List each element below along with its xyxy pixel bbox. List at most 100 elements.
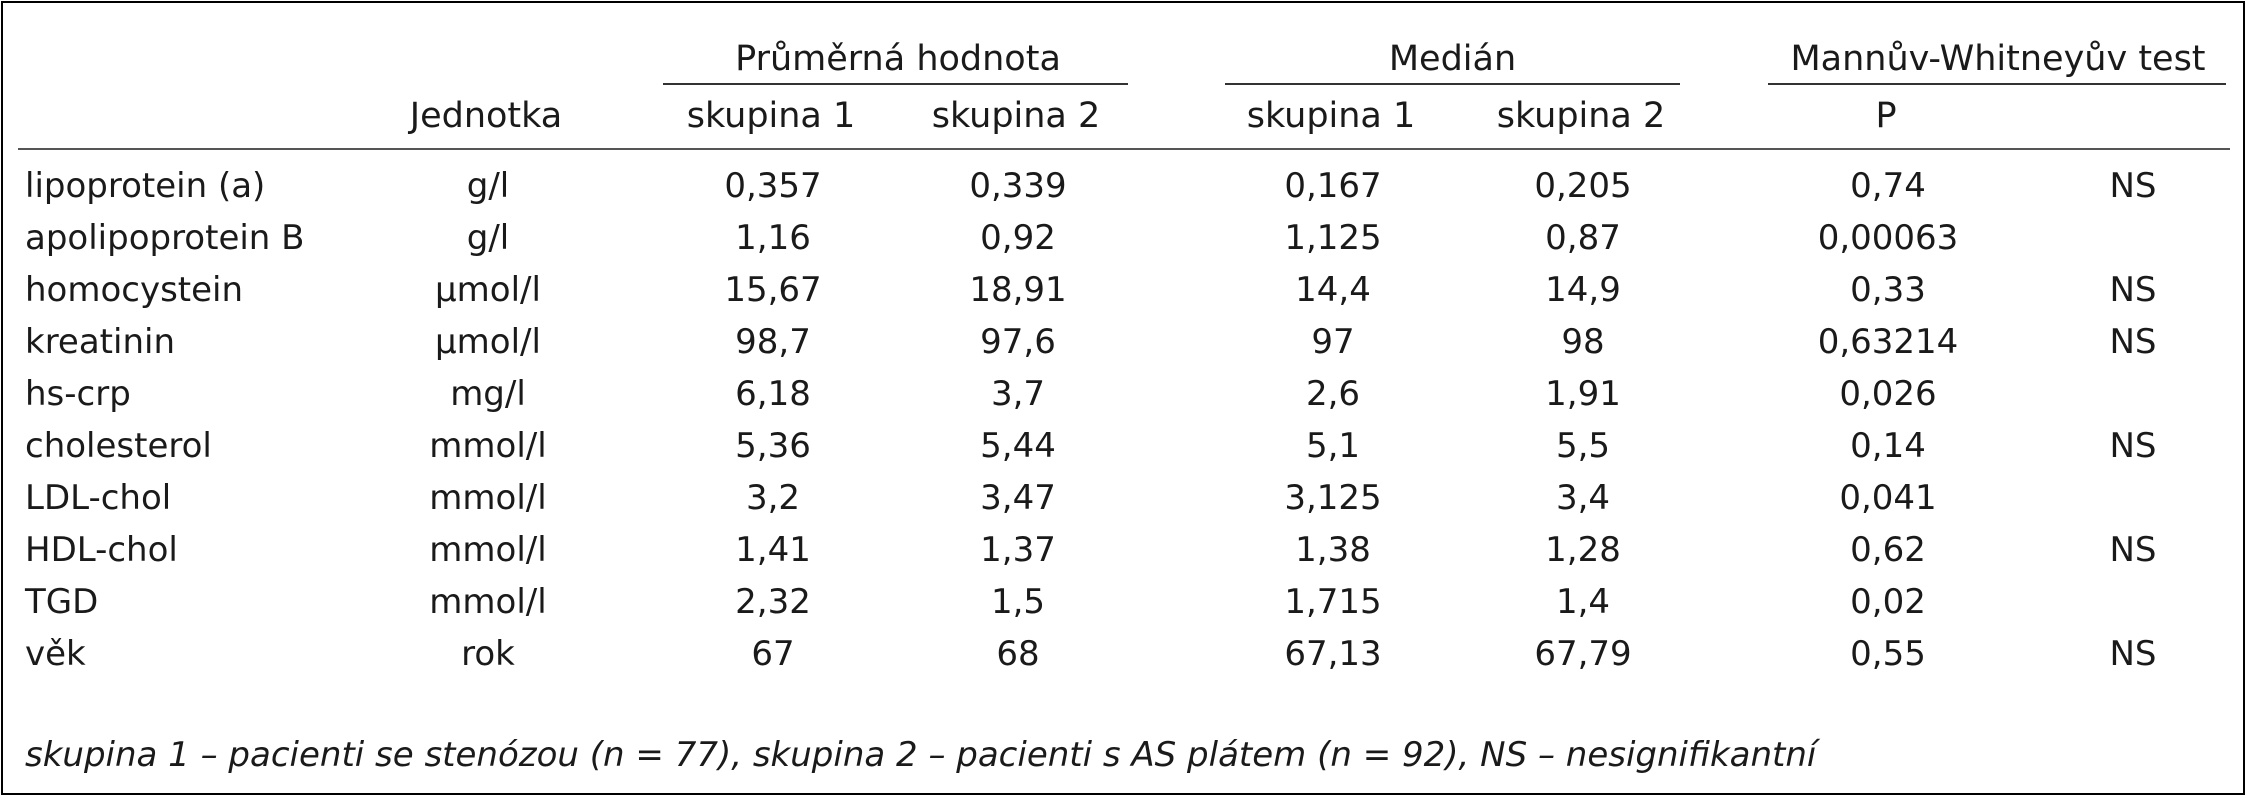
group-header-test: Mannův-Whitneyův test (1790, 39, 2206, 79)
table-row: kreatinin μmol/l 98,7 97,6 97 98 0,63214… (3, 316, 2250, 368)
table-row: apolipoprotein B g/l 1,16 0,92 1,125 0,8… (3, 212, 2250, 264)
median-group1-cell: 14,4 (1295, 270, 1371, 310)
mean-group2-cell: 3,7 (990, 374, 1046, 414)
table-row: věk rok 67 68 67,13 67,79 0,55 NS (3, 628, 2250, 680)
significance-cell (2073, 368, 2193, 420)
unit-cell: g/l (466, 166, 510, 206)
table-row: cholesterol mmol/l 5,36 5,44 5,1 5,5 0,1… (3, 420, 2250, 472)
p-value-cell: 0,041 (1839, 478, 1937, 518)
table-row: lipoprotein (a) g/l 0,357 0,339 0,167 0,… (3, 160, 2250, 212)
significance-cell: NS (2109, 166, 2157, 206)
column-header-median-group1: skupina 1 (1246, 96, 1416, 136)
unit-cell: mg/l (450, 374, 526, 414)
unit-cell: mmol/l (429, 530, 547, 570)
median-group2-cell: 1,4 (1555, 582, 1611, 622)
mean-group2-cell: 1,37 (980, 530, 1056, 570)
row-label: věk (25, 634, 86, 674)
significance-cell (2073, 576, 2193, 628)
group-rule-test (1768, 83, 2226, 85)
median-group2-cell: 67,79 (1534, 634, 1632, 674)
p-value-cell: 0,55 (1850, 634, 1926, 674)
median-group2-cell: 3,4 (1555, 478, 1611, 518)
unit-cell: rok (461, 634, 515, 674)
mean-group2-cell: 0,339 (969, 166, 1067, 206)
group-rule-mean (663, 83, 1128, 85)
mean-group1-cell: 1,16 (735, 218, 811, 258)
row-label: cholesterol (25, 426, 212, 466)
mean-group1-cell: 1,41 (735, 530, 811, 570)
p-value-cell: 0,14 (1850, 426, 1926, 466)
mean-group1-cell: 2,32 (735, 582, 811, 622)
column-header-unit: Jednotka (409, 96, 563, 136)
median-group1-cell: 97 (1311, 322, 1355, 362)
p-value-cell: 0,62 (1850, 530, 1926, 570)
median-group1-cell: 67,13 (1284, 634, 1382, 674)
mean-group1-cell: 0,357 (724, 166, 822, 206)
unit-cell: μmol/l (435, 322, 541, 362)
median-group1-cell: 1,125 (1284, 218, 1382, 258)
mean-group1-cell: 3,2 (745, 478, 801, 518)
mean-group2-cell: 18,91 (969, 270, 1067, 310)
unit-cell: mmol/l (429, 582, 547, 622)
median-group2-cell: 5,5 (1555, 426, 1611, 466)
unit-cell: μmol/l (435, 270, 541, 310)
p-value-cell: 0,02 (1850, 582, 1926, 622)
mean-group2-cell: 0,92 (980, 218, 1056, 258)
mean-group2-cell: 5,44 (980, 426, 1056, 466)
significance-cell: NS (2109, 634, 2157, 674)
p-value-cell: 0,74 (1850, 166, 1926, 206)
significance-cell: NS (2109, 530, 2157, 570)
column-header-mean-group2: skupina 2 (931, 96, 1101, 136)
p-value-cell: 0,026 (1839, 374, 1937, 414)
p-value-cell: 0,00063 (1817, 218, 1959, 258)
mean-group1-cell: 5,36 (735, 426, 811, 466)
table-footnote: skupina 1 – pacienti se stenózou (n = 77… (25, 735, 1817, 775)
row-label: LDL-chol (25, 478, 172, 518)
table-row: TGD mmol/l 2,32 1,5 1,715 1,4 0,02 (3, 576, 2250, 628)
mean-group2-cell: 3,47 (980, 478, 1056, 518)
median-group1-cell: 3,125 (1284, 478, 1382, 518)
median-group1-cell: 2,6 (1305, 374, 1361, 414)
row-label: kreatinin (25, 322, 175, 362)
mean-group1-cell: 98,7 (735, 322, 811, 362)
significance-cell: NS (2109, 270, 2157, 310)
unit-cell: g/l (466, 218, 510, 258)
significance-cell (2073, 212, 2193, 264)
median-group1-cell: 0,167 (1284, 166, 1382, 206)
row-label: HDL-chol (25, 530, 178, 570)
group-header-mean: Průměrná hodnota (735, 39, 1061, 79)
median-group1-cell: 5,1 (1305, 426, 1361, 466)
table-row: HDL-chol mmol/l 1,41 1,37 1,38 1,28 0,62… (3, 524, 2250, 576)
significance-cell: NS (2109, 322, 2157, 362)
median-group2-cell: 0,205 (1534, 166, 1632, 206)
row-label: homocystein (25, 270, 244, 310)
table-body: lipoprotein (a) g/l 0,357 0,339 0,167 0,… (3, 160, 2250, 680)
p-value-cell: 0,63214 (1817, 322, 1959, 362)
column-header-mean-group1: skupina 1 (686, 96, 856, 136)
table-row: LDL-chol mmol/l 3,2 3,47 3,125 3,4 0,041 (3, 472, 2250, 524)
column-header-median-group2: skupina 2 (1496, 96, 1666, 136)
median-group2-cell: 1,91 (1545, 374, 1621, 414)
significance-cell (2073, 472, 2193, 524)
group-rule-median (1225, 83, 1680, 85)
row-label: hs-crp (25, 374, 131, 414)
median-group1-cell: 1,38 (1295, 530, 1371, 570)
row-label: TGD (25, 582, 99, 622)
column-header-p: P (1875, 96, 1897, 136)
median-group2-cell: 14,9 (1545, 270, 1621, 310)
mean-group1-cell: 15,67 (724, 270, 822, 310)
median-group1-cell: 1,715 (1284, 582, 1382, 622)
significance-cell: NS (2109, 426, 2157, 466)
median-group2-cell: 1,28 (1545, 530, 1621, 570)
row-label: lipoprotein (a) (25, 166, 266, 206)
mean-group2-cell: 1,5 (990, 582, 1046, 622)
unit-cell: mmol/l (429, 478, 547, 518)
row-label: apolipoprotein B (25, 218, 305, 258)
mean-group1-cell: 6,18 (735, 374, 811, 414)
mean-group1-cell: 67 (751, 634, 795, 674)
group-header-median: Medián (1388, 39, 1517, 79)
p-value-cell: 0,33 (1850, 270, 1926, 310)
header-divider (18, 148, 2230, 150)
mean-group2-cell: 97,6 (980, 322, 1056, 362)
